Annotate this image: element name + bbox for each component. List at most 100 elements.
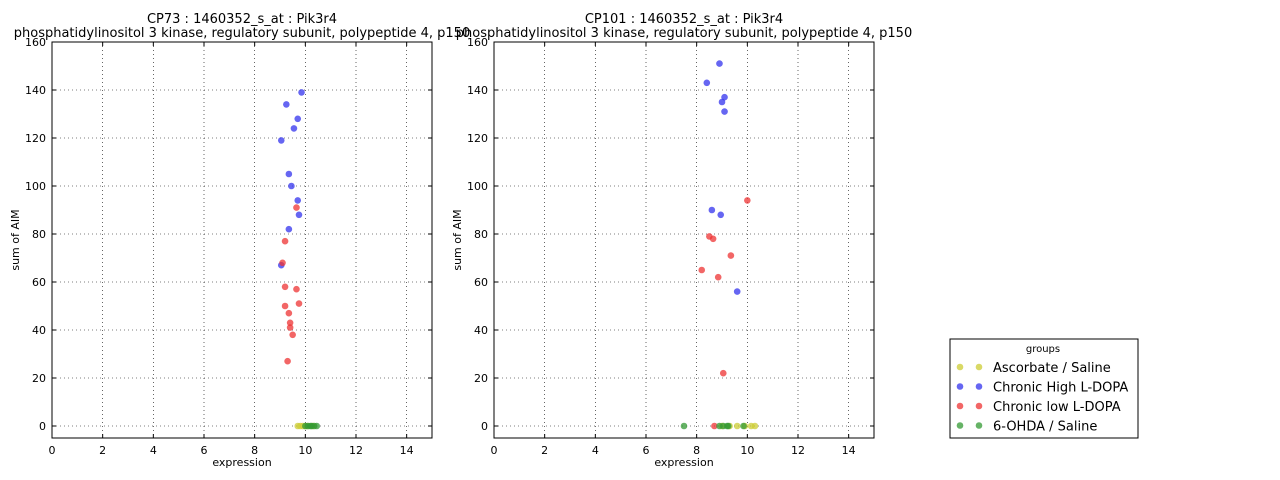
data-point-6-ohda-saline bbox=[680, 422, 688, 430]
x-tick-label: 4 bbox=[592, 444, 599, 457]
data-point-chronic-high-l-dopa bbox=[716, 60, 723, 67]
data-point-chronic-low-l-dopa bbox=[744, 197, 751, 204]
plot-frame bbox=[493, 41, 875, 439]
plot-frame bbox=[51, 41, 433, 439]
legend-marker bbox=[956, 363, 964, 371]
y-tick-label: 20 bbox=[474, 372, 488, 385]
legend-label: Ascorbate / Saline bbox=[993, 361, 1111, 376]
x-tick-label: 6 bbox=[643, 444, 650, 457]
data-point-chronic-low-l-dopa bbox=[286, 319, 294, 327]
legend-marker bbox=[956, 422, 964, 429]
y-tick-label: 160 bbox=[467, 36, 488, 49]
x-axis-label: expression bbox=[212, 456, 271, 469]
data-point-chronic-high-l-dopa bbox=[721, 108, 728, 115]
data-point-chronic-high-l-dopa bbox=[288, 182, 295, 190]
data-point-ascorbate-saline bbox=[733, 422, 741, 430]
y-tick-label: 0 bbox=[481, 420, 488, 433]
y-tick-label: 40 bbox=[474, 324, 488, 337]
data-point-6-ohda-saline bbox=[740, 422, 747, 430]
legend-marker bbox=[975, 402, 983, 410]
x-tick-label: 0 bbox=[49, 444, 56, 457]
x-tick-label: 12 bbox=[349, 444, 363, 457]
data-point-ascorbate-saline bbox=[751, 422, 759, 430]
data-point-chronic-low-l-dopa bbox=[711, 422, 718, 430]
y-axis-label: sum of AIM bbox=[9, 209, 22, 270]
x-tick-label: 10 bbox=[298, 444, 312, 457]
data-point-chronic-high-l-dopa bbox=[703, 79, 711, 87]
y-tick-label: 120 bbox=[467, 132, 488, 145]
x-axis-label: expression bbox=[654, 456, 713, 469]
y-tick-label: 40 bbox=[32, 324, 46, 337]
legend-marker bbox=[975, 383, 983, 390]
y-tick-label: 0 bbox=[39, 420, 46, 433]
data-point-chronic-low-l-dopa bbox=[727, 252, 735, 259]
chart-title: CP73 : 1460352_s_at : Pik3r4 bbox=[147, 12, 337, 27]
x-tick-label: 12 bbox=[791, 444, 805, 457]
y-tick-label: 80 bbox=[474, 228, 488, 241]
legend-label: Chronic low L-DOPA bbox=[993, 400, 1121, 415]
data-point-chronic-low-l-dopa bbox=[281, 237, 289, 245]
y-tick-label: 100 bbox=[25, 180, 46, 193]
y-tick-label: 60 bbox=[474, 276, 488, 289]
x-tick-label: 0 bbox=[491, 444, 498, 457]
data-point-chronic-low-l-dopa bbox=[295, 300, 303, 307]
x-tick-label: 14 bbox=[842, 444, 856, 457]
data-point-chronic-high-l-dopa bbox=[717, 211, 725, 219]
x-tick-label: 2 bbox=[99, 444, 106, 457]
data-point-chronic-high-l-dopa bbox=[733, 288, 741, 295]
data-point-6-ohda-saline bbox=[725, 422, 732, 430]
data-point-chronic-high-l-dopa bbox=[283, 101, 290, 108]
data-point-chronic-low-l-dopa bbox=[293, 285, 300, 293]
data-point-6-ohda-saline bbox=[313, 422, 321, 430]
data-point-chronic-low-l-dopa bbox=[279, 259, 286, 267]
data-point-chronic-low-l-dopa bbox=[714, 273, 722, 281]
legend-marker bbox=[956, 383, 964, 390]
data-point-chronic-low-l-dopa bbox=[289, 331, 296, 339]
chart-subtitle: phosphatidylinositol 3 kinase, regulator… bbox=[14, 26, 470, 41]
data-point-chronic-low-l-dopa bbox=[293, 204, 300, 211]
legend: groups Ascorbate / Saline Chronic High L-… bbox=[949, 338, 1139, 439]
legend-marker bbox=[956, 402, 964, 410]
data-point-chronic-low-l-dopa bbox=[284, 357, 291, 365]
data-point-chronic-high-l-dopa bbox=[294, 197, 302, 204]
data-point-chronic-low-l-dopa bbox=[286, 324, 294, 331]
data-point-chronic-high-l-dopa bbox=[718, 98, 726, 106]
data-point-chronic-low-l-dopa bbox=[709, 235, 717, 243]
y-tick-label: 120 bbox=[25, 132, 46, 145]
y-tick-label: 20 bbox=[32, 372, 46, 385]
chart-subtitle: phosphatidylinositol 3 kinase, regulator… bbox=[456, 26, 912, 41]
data-point-chronic-high-l-dopa bbox=[285, 225, 293, 233]
data-point-chronic-high-l-dopa bbox=[277, 137, 285, 144]
chart-panel-cp101: CP101 : 1460352_s_at : Pik3r4 phosphatid… bbox=[451, 12, 912, 469]
y-tick-label: 140 bbox=[25, 84, 46, 97]
data-point-chronic-low-l-dopa bbox=[719, 369, 727, 377]
x-tick-label: 14 bbox=[400, 444, 414, 457]
data-point-chronic-high-l-dopa bbox=[294, 115, 302, 123]
chart-title: CP101 : 1460352_s_at : Pik3r4 bbox=[585, 12, 783, 27]
data-point-chronic-low-l-dopa bbox=[281, 302, 289, 310]
data-point-chronic-low-l-dopa bbox=[698, 266, 706, 274]
x-tick-label: 10 bbox=[740, 444, 754, 457]
y-tick-label: 100 bbox=[467, 180, 488, 193]
y-tick-label: 60 bbox=[32, 276, 46, 289]
data-point-chronic-low-l-dopa bbox=[281, 283, 289, 291]
legend-marker bbox=[975, 363, 983, 371]
chart-panel-cp73: CP73 : 1460352_s_at : Pik3r4 phosphatidy… bbox=[9, 12, 470, 469]
y-tick-label: 140 bbox=[467, 84, 488, 97]
x-tick-label: 8 bbox=[693, 444, 700, 457]
x-tick-label: 2 bbox=[541, 444, 548, 457]
x-tick-label: 4 bbox=[150, 444, 157, 457]
x-tick-label: 8 bbox=[251, 444, 258, 457]
y-tick-label: 160 bbox=[25, 36, 46, 49]
y-tick-label: 80 bbox=[32, 228, 46, 241]
legend-marker bbox=[975, 422, 983, 429]
data-point-chronic-high-l-dopa bbox=[290, 125, 298, 132]
y-axis-label: sum of AIM bbox=[451, 209, 464, 270]
data-point-chronic-high-l-dopa bbox=[295, 211, 303, 219]
data-point-chronic-low-l-dopa bbox=[285, 309, 293, 317]
x-tick-label: 6 bbox=[201, 444, 208, 457]
data-point-chronic-high-l-dopa bbox=[298, 89, 305, 96]
legend-title: groups bbox=[1026, 344, 1060, 355]
data-point-chronic-high-l-dopa bbox=[708, 206, 716, 214]
